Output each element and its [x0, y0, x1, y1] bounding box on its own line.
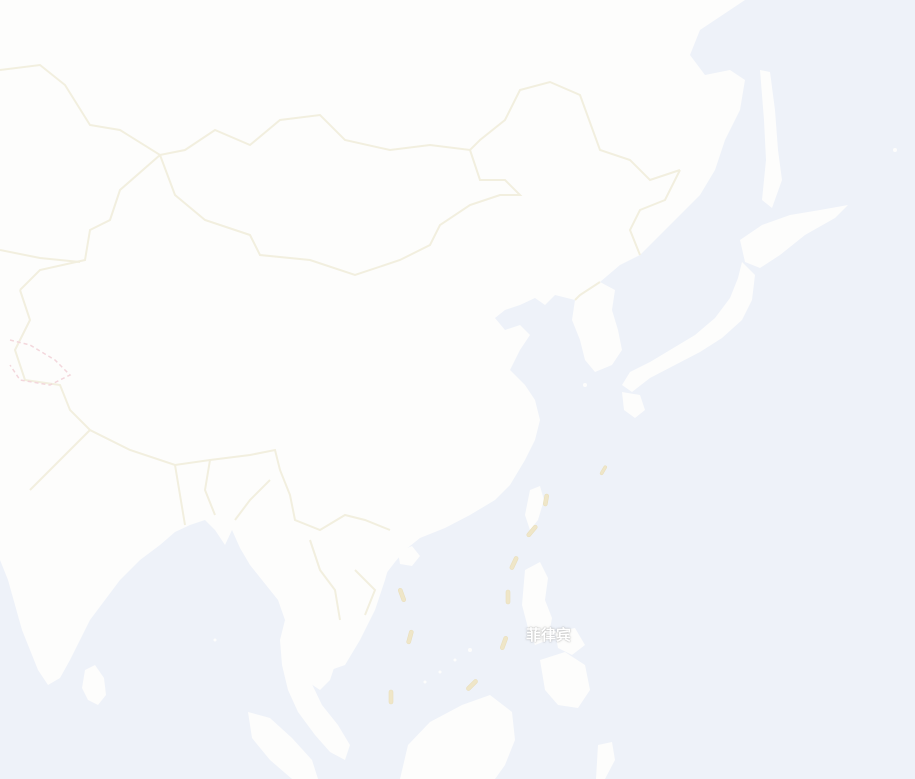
taiwan [525, 486, 544, 530]
philippines-luzon [522, 562, 552, 645]
small-islands [213, 148, 897, 684]
disputed-border [9, 339, 72, 386]
japan-honshu [622, 262, 755, 392]
asia-mainland [0, 0, 745, 690]
philippines-visayas [555, 628, 585, 655]
indochina [295, 520, 395, 672]
country-borders [0, 63, 681, 621]
japan-hokkaido [740, 205, 848, 268]
sulawesi [596, 742, 615, 779]
nine-dash-line [388, 465, 607, 705]
sakhalin [760, 70, 782, 208]
philippines-mindanao [540, 652, 590, 708]
borneo [400, 695, 515, 779]
korea [572, 282, 622, 372]
sri-lanka [82, 665, 106, 705]
sumatra [248, 712, 318, 779]
japan-kyushu [622, 392, 645, 418]
hainan [398, 546, 420, 566]
malay-peninsula [280, 620, 350, 760]
label-philippines[interactable]: 菲律宾 [526, 626, 572, 644]
